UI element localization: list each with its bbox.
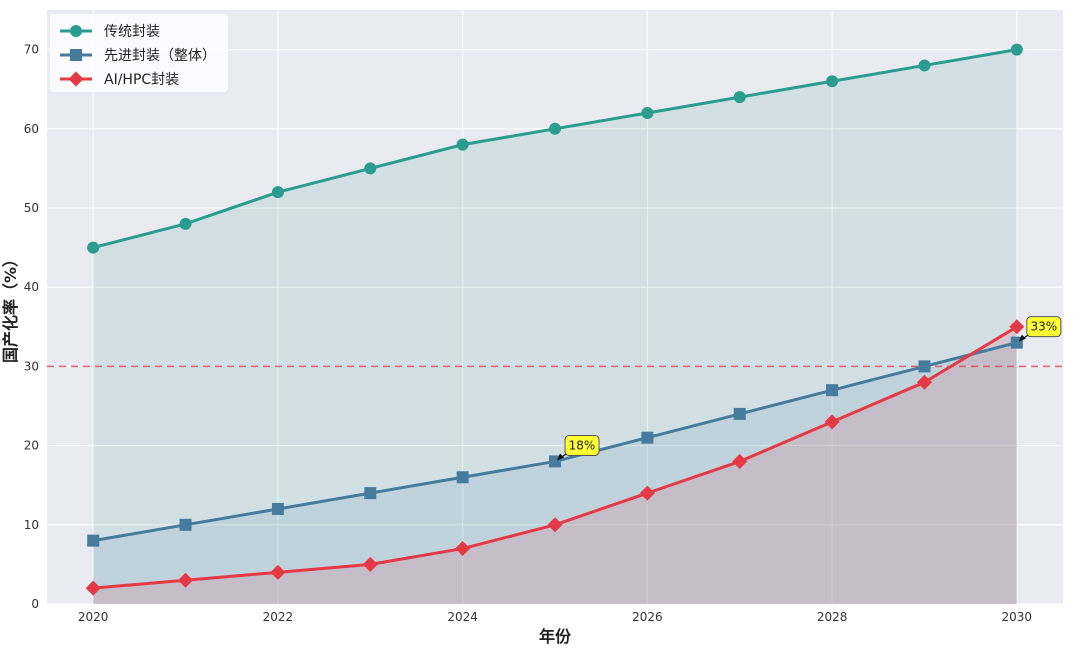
legend-label: 传统封装: [104, 24, 160, 40]
data-point: [547, 517, 563, 533]
data-point: [916, 374, 932, 390]
data-point: [918, 59, 931, 72]
data-point: [364, 162, 377, 175]
data-point: [362, 556, 378, 572]
data-point: [70, 25, 82, 37]
data-point: [641, 106, 654, 119]
y-tick-label: 20: [24, 439, 39, 453]
callout-box: [564, 434, 600, 456]
legend-label: 先进封装（整体）: [104, 48, 216, 64]
legend-label: AI/HPC封装: [104, 72, 179, 88]
data-point: [1010, 43, 1023, 56]
x-tick-label: 2022: [263, 610, 294, 624]
data-point: [270, 564, 286, 580]
series-area-fill: [93, 49, 1017, 605]
x-tick-label: 2028: [817, 610, 848, 624]
data-point: [456, 471, 469, 484]
annotations: 18% 33%: [557, 316, 1062, 461]
data-point: [732, 453, 748, 469]
x-tick-label: 2020: [78, 610, 109, 624]
data-point: [179, 217, 192, 230]
data-point: [271, 502, 284, 515]
x-axis-title: 年份: [539, 627, 572, 646]
plot-background: [47, 10, 1063, 604]
y-tick-label: 60: [24, 122, 39, 136]
data-point: [641, 431, 654, 444]
y-tick-label: 0: [31, 597, 39, 611]
callout-arrowhead: [1018, 334, 1026, 342]
series-area-fill: [93, 326, 1017, 604]
data-point: [87, 241, 100, 254]
y-tick-label: 70: [24, 43, 39, 57]
data-point: [70, 49, 82, 61]
area-fills: [93, 49, 1017, 605]
data-point: [456, 138, 469, 151]
callout-arrowhead: [557, 453, 564, 461]
data-point: [85, 580, 101, 596]
data-point: [733, 91, 746, 104]
legend-box: [50, 14, 228, 92]
y-tick-label: 40: [24, 280, 39, 294]
data-point: [826, 384, 839, 397]
data-point: [271, 186, 284, 199]
data-point: [733, 407, 746, 420]
callout-label: 33%: [1030, 320, 1057, 334]
x-tick-label: 2030: [1002, 610, 1033, 624]
data-point: [1009, 319, 1025, 335]
data-point: [178, 572, 194, 588]
y-tick-label: 30: [24, 359, 39, 373]
x-tick-label: 2026: [632, 610, 663, 624]
data-point: [364, 487, 377, 500]
data-point: [918, 360, 931, 373]
data-point: [826, 75, 839, 88]
y-axis-title: 国产化率（%）: [1, 251, 20, 363]
callout-label: 18%: [569, 438, 596, 452]
data-point: [179, 518, 192, 531]
data-point: [455, 541, 471, 557]
data-point: [639, 485, 655, 501]
callout-box: [1026, 316, 1062, 338]
data-point: [549, 122, 561, 135]
y-tick-label: 50: [24, 201, 39, 215]
y-tick-label: 10: [24, 518, 39, 532]
data-point: [824, 414, 840, 430]
data-point: [87, 534, 100, 547]
data-point: [68, 71, 84, 87]
series-area-fill: [93, 342, 1017, 604]
x-tick-label: 2024: [447, 610, 478, 624]
